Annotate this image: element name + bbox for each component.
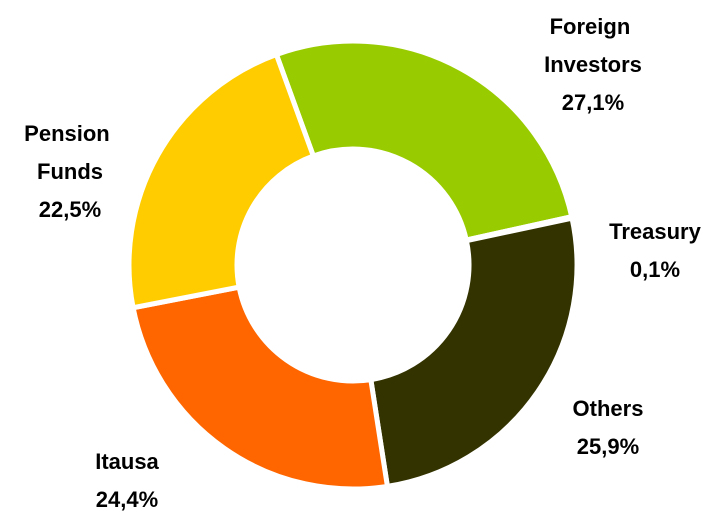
- value-label: 0,1%: [630, 257, 680, 282]
- label-line: Investors: [544, 52, 642, 77]
- slice-label: Foreign Investors: [544, 14, 642, 77]
- slice-label: Others: [573, 396, 644, 421]
- donut-slice: [126, 51, 317, 311]
- value-label: 27,1%: [562, 90, 624, 115]
- slice-label: Pension Funds: [24, 121, 116, 184]
- label-line: Pension: [24, 121, 116, 146]
- value-label: 22,5%: [39, 197, 101, 222]
- label-line: Others: [573, 396, 644, 421]
- label-line: Itausa: [95, 449, 159, 474]
- donut-slice: [273, 38, 575, 243]
- slice-label: Treasury: [609, 219, 701, 244]
- label-line: Funds: [37, 159, 103, 184]
- label-line: Foreign: [550, 14, 637, 39]
- donut-slice: [367, 215, 580, 490]
- donut-slice: [130, 284, 391, 492]
- label-line: Treasury: [609, 219, 701, 244]
- slice-label: Itausa: [95, 449, 159, 474]
- value-label: 24,4%: [96, 487, 158, 512]
- value-label: 25,9%: [577, 434, 639, 459]
